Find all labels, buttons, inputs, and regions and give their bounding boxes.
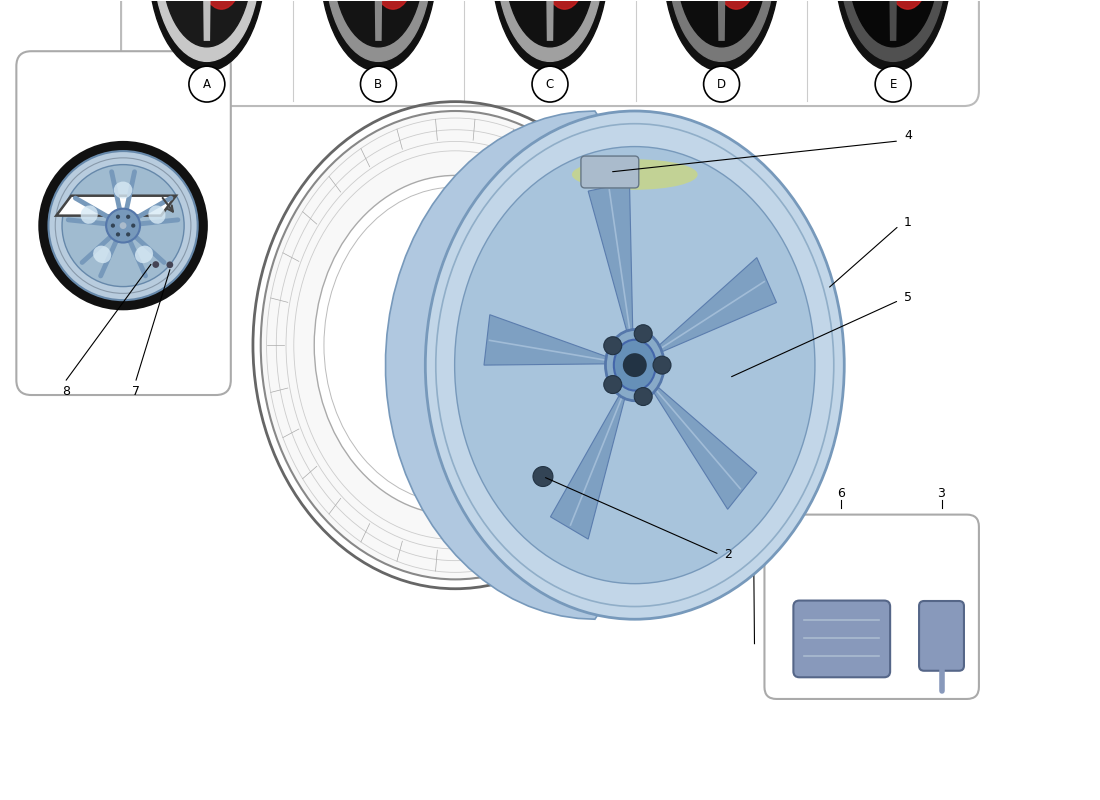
Ellipse shape bbox=[572, 159, 697, 190]
Ellipse shape bbox=[315, 175, 596, 515]
Text: 6: 6 bbox=[837, 486, 845, 500]
Text: B: B bbox=[374, 78, 383, 90]
Polygon shape bbox=[649, 381, 757, 510]
Polygon shape bbox=[546, 0, 554, 41]
Circle shape bbox=[62, 165, 184, 286]
Ellipse shape bbox=[148, 0, 265, 71]
FancyBboxPatch shape bbox=[16, 51, 231, 395]
Text: 5: 5 bbox=[904, 291, 912, 304]
Ellipse shape bbox=[333, 0, 424, 47]
Circle shape bbox=[623, 353, 647, 377]
Text: E: E bbox=[890, 78, 896, 90]
Text: since 1985: since 1985 bbox=[552, 334, 807, 506]
FancyBboxPatch shape bbox=[121, 0, 979, 106]
Text: 7: 7 bbox=[132, 385, 140, 398]
Text: 1: 1 bbox=[904, 216, 912, 229]
Ellipse shape bbox=[542, 0, 586, 9]
Ellipse shape bbox=[886, 0, 929, 9]
Circle shape bbox=[131, 223, 135, 228]
Text: C: C bbox=[546, 78, 554, 90]
Polygon shape bbox=[588, 182, 632, 341]
Ellipse shape bbox=[94, 246, 111, 263]
Polygon shape bbox=[484, 314, 615, 365]
Ellipse shape bbox=[162, 0, 252, 47]
Text: 4: 4 bbox=[904, 130, 912, 142]
Ellipse shape bbox=[669, 0, 774, 62]
Circle shape bbox=[153, 261, 159, 268]
Ellipse shape bbox=[326, 0, 431, 62]
Circle shape bbox=[876, 66, 911, 102]
Ellipse shape bbox=[614, 340, 656, 390]
Circle shape bbox=[635, 325, 652, 342]
Circle shape bbox=[532, 66, 568, 102]
Ellipse shape bbox=[835, 0, 952, 71]
Circle shape bbox=[635, 387, 652, 406]
Ellipse shape bbox=[676, 0, 767, 47]
Ellipse shape bbox=[371, 0, 415, 9]
Ellipse shape bbox=[454, 146, 815, 584]
Ellipse shape bbox=[320, 0, 437, 71]
Text: 8: 8 bbox=[63, 385, 70, 398]
Ellipse shape bbox=[492, 0, 608, 71]
Ellipse shape bbox=[261, 111, 650, 579]
Polygon shape bbox=[717, 0, 726, 41]
Ellipse shape bbox=[840, 0, 946, 62]
Polygon shape bbox=[889, 0, 898, 41]
Circle shape bbox=[126, 232, 130, 237]
Ellipse shape bbox=[199, 0, 243, 9]
Text: a: a bbox=[512, 376, 588, 464]
Ellipse shape bbox=[605, 330, 664, 401]
Circle shape bbox=[116, 214, 120, 219]
Ellipse shape bbox=[80, 206, 98, 224]
Polygon shape bbox=[56, 196, 176, 216]
Circle shape bbox=[189, 66, 224, 102]
Ellipse shape bbox=[154, 0, 260, 62]
Circle shape bbox=[116, 232, 120, 237]
Circle shape bbox=[126, 214, 130, 219]
Circle shape bbox=[704, 66, 739, 102]
Circle shape bbox=[111, 223, 116, 228]
Ellipse shape bbox=[113, 182, 132, 198]
Polygon shape bbox=[386, 111, 615, 619]
Ellipse shape bbox=[426, 111, 845, 619]
Circle shape bbox=[361, 66, 396, 102]
Ellipse shape bbox=[497, 0, 603, 62]
Ellipse shape bbox=[714, 0, 758, 9]
Ellipse shape bbox=[848, 0, 938, 47]
Circle shape bbox=[166, 262, 173, 268]
Circle shape bbox=[604, 337, 622, 354]
Circle shape bbox=[48, 151, 198, 300]
Text: passion for: passion for bbox=[520, 286, 680, 394]
FancyBboxPatch shape bbox=[920, 601, 964, 670]
Text: D: D bbox=[717, 78, 726, 90]
Circle shape bbox=[39, 141, 208, 310]
Polygon shape bbox=[202, 0, 211, 41]
Text: 2: 2 bbox=[725, 548, 733, 561]
FancyBboxPatch shape bbox=[793, 601, 890, 678]
FancyBboxPatch shape bbox=[581, 156, 639, 188]
Polygon shape bbox=[374, 0, 383, 41]
Ellipse shape bbox=[505, 0, 595, 47]
Text: 3: 3 bbox=[937, 486, 945, 500]
Text: A: A bbox=[202, 78, 211, 90]
Circle shape bbox=[534, 466, 553, 486]
Ellipse shape bbox=[148, 206, 165, 224]
Ellipse shape bbox=[663, 0, 780, 71]
Circle shape bbox=[604, 375, 622, 394]
Circle shape bbox=[653, 356, 671, 374]
Circle shape bbox=[120, 222, 127, 229]
Polygon shape bbox=[550, 387, 627, 539]
Polygon shape bbox=[652, 258, 777, 355]
Circle shape bbox=[106, 209, 140, 242]
FancyBboxPatch shape bbox=[764, 514, 979, 699]
Ellipse shape bbox=[135, 246, 153, 263]
